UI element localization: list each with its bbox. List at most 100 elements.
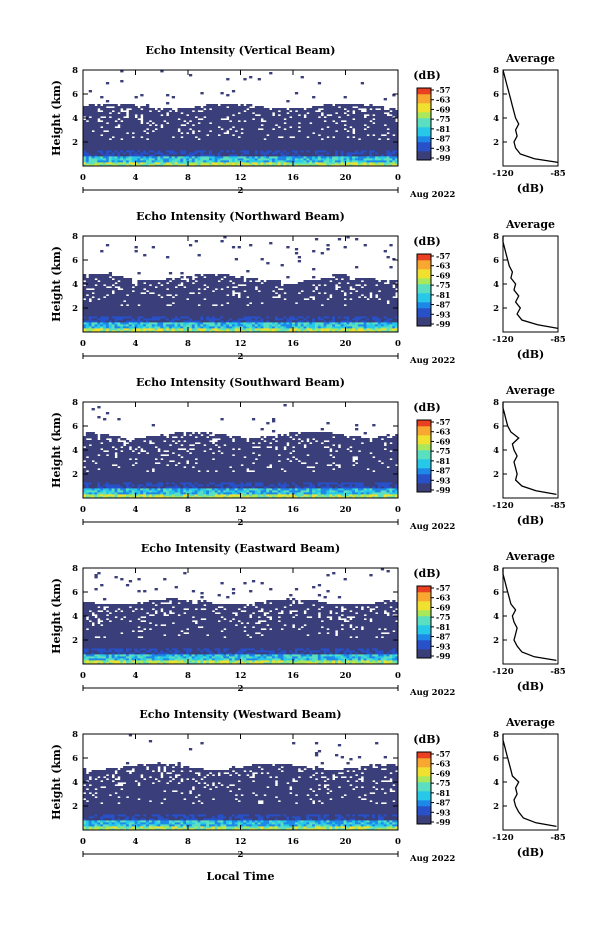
heatmap-cell	[88, 330, 92, 333]
heatmap-cell	[83, 310, 87, 313]
heatmap-cell	[174, 152, 178, 155]
heatmap-cell	[85, 140, 90, 143]
heatmap-cell	[292, 126, 296, 129]
heatmap-cell	[389, 154, 393, 157]
heatmap-cell	[349, 146, 353, 149]
heatmap-cell	[97, 292, 101, 295]
heatmap-cell	[363, 130, 367, 133]
heatmap-cell	[217, 142, 221, 145]
heatmap-cell	[200, 162, 204, 165]
heatmap-cell	[128, 120, 133, 123]
heatmap-cell	[148, 144, 153, 147]
heatmap-cell	[197, 120, 201, 123]
heatmap-cell	[263, 124, 267, 127]
heatmap-cell	[200, 130, 204, 133]
heatmap-cell	[363, 132, 367, 135]
heatmap-cell	[229, 146, 233, 149]
heatmap-cell	[91, 304, 95, 307]
heatmap-cell	[197, 124, 201, 127]
heatmap-cell	[229, 116, 233, 119]
heatmap-cell	[272, 108, 276, 111]
heatmap-cell	[274, 126, 279, 129]
heatmap-cell	[117, 136, 121, 139]
heatmap-cell	[392, 120, 396, 123]
heatmap-cell	[335, 154, 339, 157]
heatmap-cell	[240, 134, 244, 137]
heatmap-cell	[395, 148, 399, 151]
heatmap-cell	[128, 132, 133, 135]
heatmap-cell	[108, 308, 113, 311]
heatmap-cell	[320, 124, 324, 127]
heatmap-cell	[243, 106, 247, 109]
heatmap-cell	[337, 112, 342, 115]
heatmap-cell	[143, 112, 147, 115]
heatmap-cell	[289, 114, 293, 117]
heatmap-cell	[105, 298, 110, 301]
heatmap-cell	[269, 144, 273, 147]
heatmap-cell	[143, 110, 147, 113]
heatmap-cell	[243, 78, 247, 81]
heatmap-cell	[128, 144, 133, 147]
heatmap-cell	[226, 108, 230, 111]
heatmap-cell	[386, 144, 390, 147]
heatmap-cell	[240, 138, 244, 141]
heatmap-cell	[91, 160, 95, 163]
heatmap-cell	[372, 108, 376, 111]
heatmap-cell	[83, 134, 87, 137]
heatmap-cell	[269, 120, 273, 123]
heatmap-cell	[94, 148, 98, 151]
heatmap-cell	[234, 116, 239, 119]
heatmap-cell	[151, 114, 155, 117]
heatmap-cell	[323, 134, 327, 137]
heatmap-cell	[166, 120, 170, 123]
heatmap-cell	[131, 160, 135, 163]
heatmap-cell	[114, 306, 118, 309]
heatmap-cell	[220, 104, 224, 107]
heatmap-cell	[326, 156, 330, 159]
heatmap-cell	[100, 158, 104, 161]
heatmap-cell	[231, 142, 236, 145]
heatmap-cell	[123, 130, 127, 133]
heatmap-cell	[352, 116, 356, 119]
heatmap-cell	[180, 114, 184, 117]
heatmap-cell	[103, 136, 107, 139]
heatmap-cell	[163, 152, 167, 155]
heatmap-cell	[234, 110, 239, 113]
heatmap-cell	[360, 116, 365, 119]
heatmap-cell	[117, 304, 121, 307]
colorbar-label: -57	[436, 85, 450, 95]
heatmap-cell	[203, 152, 207, 155]
heatmap-cell	[168, 132, 173, 135]
heatmap-cell	[123, 122, 127, 125]
heatmap-cell	[120, 116, 124, 119]
heatmap-cell	[191, 162, 196, 165]
heatmap-cell	[309, 138, 313, 141]
heatmap-cell	[249, 164, 253, 167]
heatmap-cell	[300, 150, 304, 153]
heatmap-cell	[383, 162, 387, 165]
heatmap-cell	[200, 136, 204, 139]
heatmap-cell	[234, 118, 239, 121]
heatmap-cell	[246, 156, 250, 159]
heatmap-cell	[168, 160, 173, 163]
heatmap-cell	[94, 302, 98, 305]
heatmap-cell	[171, 140, 176, 143]
heatmap-cell	[160, 136, 164, 139]
heatmap-cell	[88, 158, 92, 161]
heatmap-cell	[274, 154, 279, 157]
heatmap-cell	[263, 116, 267, 119]
heatmap-cell	[294, 132, 299, 135]
heatmap-cell	[300, 120, 304, 123]
heatmap-cell	[108, 304, 113, 307]
heatmap-cell	[131, 144, 135, 147]
heatmap-cell	[372, 126, 376, 129]
heatmap-cell	[329, 108, 333, 111]
heatmap-cell	[300, 148, 304, 151]
heatmap-cell	[157, 158, 161, 161]
heatmap-cell	[332, 150, 336, 153]
heatmap-cell	[83, 278, 87, 281]
heatmap-cell	[111, 152, 115, 155]
heatmap-cell	[125, 326, 130, 329]
heatmap-cell	[151, 118, 155, 121]
heatmap-cell	[83, 318, 87, 321]
